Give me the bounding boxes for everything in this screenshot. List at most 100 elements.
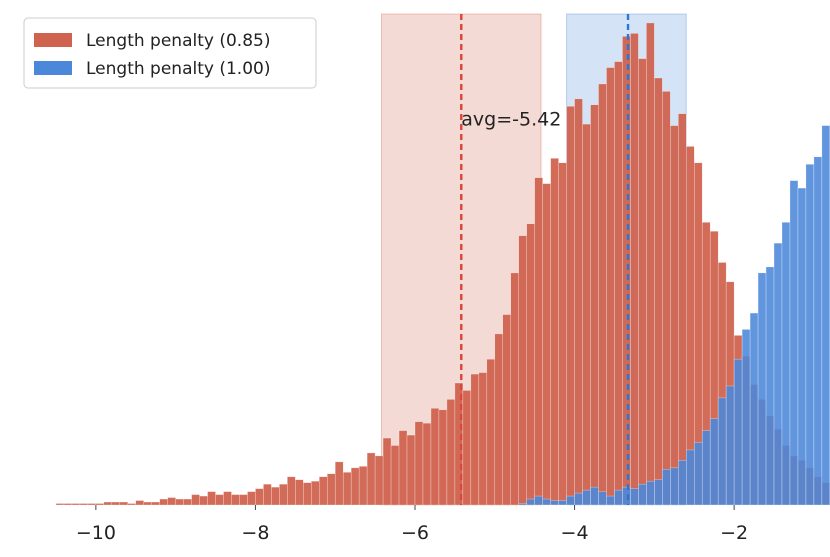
histogram-bar xyxy=(550,500,559,506)
histogram-bar xyxy=(127,503,137,506)
annotation-layer: avg=-5.42 xyxy=(461,109,561,131)
histogram-bar xyxy=(582,489,591,506)
histogram-bar xyxy=(646,22,655,506)
histogram-bar xyxy=(350,467,360,506)
histogram-bar xyxy=(326,473,336,506)
histogram-bar xyxy=(614,61,623,506)
histogram-bar xyxy=(765,266,775,506)
histogram-bar xyxy=(271,486,280,506)
histogram-bar xyxy=(789,180,799,506)
histogram-bar xyxy=(215,494,224,506)
histogram-bar xyxy=(733,358,743,506)
histogram-bar xyxy=(79,503,89,506)
legend-swatch-1 xyxy=(34,33,72,47)
histogram-bar xyxy=(430,408,440,506)
histogram-bar xyxy=(518,503,527,506)
series-2-bars xyxy=(518,122,830,506)
histogram-bar xyxy=(63,503,73,506)
histogram-bar xyxy=(590,104,599,506)
histogram-bar xyxy=(406,434,416,506)
histogram-bar xyxy=(749,312,759,506)
mean-lines-layer xyxy=(460,14,630,505)
histogram-bar xyxy=(678,113,687,506)
histogram-bar xyxy=(71,503,81,506)
histogram-bar xyxy=(670,467,679,506)
mean-annotation: avg=-5.42 xyxy=(461,109,561,131)
x-axis: −10 −8 −6 −4 −2 xyxy=(76,505,748,544)
histogram-bar xyxy=(303,482,312,506)
histogram-bar xyxy=(614,489,623,506)
histogram-bar xyxy=(566,105,575,506)
histogram-bar xyxy=(558,500,567,506)
histogram-bar xyxy=(159,498,168,506)
histogram-bar xyxy=(662,91,671,506)
histogram-bar xyxy=(295,479,304,506)
histogram-bar xyxy=(654,77,663,506)
histogram-bar xyxy=(654,479,663,506)
histogram-bar xyxy=(119,501,129,506)
histogram-bar xyxy=(55,503,65,506)
histogram-bar xyxy=(414,421,424,506)
histogram-bar xyxy=(366,452,376,506)
histogram-bar xyxy=(334,461,344,506)
legend: Length penalty (0.85) Length penalty (1.0… xyxy=(23,17,317,89)
histogram-bar xyxy=(693,442,703,506)
histogram-bar xyxy=(725,385,735,506)
histogram-bar xyxy=(239,494,248,506)
legend-swatch-2 xyxy=(34,61,72,75)
histogram-bar xyxy=(781,222,791,506)
histogram-bar xyxy=(279,483,288,506)
histogram-bars-layer xyxy=(55,22,830,506)
histogram-bar xyxy=(566,495,575,506)
histogram-bar xyxy=(183,498,192,506)
histogram-bar xyxy=(582,123,591,506)
histogram-bar xyxy=(438,409,448,506)
histogram-bar xyxy=(805,164,815,506)
x-tick-label: −8 xyxy=(241,522,269,544)
histogram-bar xyxy=(486,358,496,506)
histogram-bar xyxy=(821,125,830,506)
histogram-bar xyxy=(526,498,535,506)
histogram-bar xyxy=(574,98,583,506)
histogram-bar xyxy=(662,469,671,506)
histogram-bar xyxy=(534,177,543,506)
histogram-bar xyxy=(757,272,767,506)
histogram-bar xyxy=(510,272,519,506)
histogram-bar xyxy=(518,235,527,506)
histogram-bar xyxy=(199,495,208,506)
series-1-bars xyxy=(55,22,830,506)
histogram-bar xyxy=(542,183,551,506)
histogram-bar xyxy=(598,491,607,506)
histogram-bar xyxy=(638,483,647,506)
histogram-bar xyxy=(287,476,296,506)
histogram-bar xyxy=(701,430,711,506)
histogram-bar xyxy=(103,501,113,506)
x-tick-label: −4 xyxy=(561,522,589,544)
histogram-bar xyxy=(382,437,392,506)
histogram-bar xyxy=(590,486,599,506)
histogram-bar xyxy=(255,488,264,506)
histogram-bar xyxy=(574,492,583,506)
histogram-bar xyxy=(358,466,368,506)
histogram-bar xyxy=(151,501,160,506)
histogram-bar xyxy=(111,501,121,506)
histogram-bar xyxy=(606,67,615,506)
histogram-bar xyxy=(813,156,823,506)
histogram-bar xyxy=(526,223,535,506)
histogram-bar xyxy=(143,501,152,506)
histogram-bar xyxy=(709,418,719,506)
histogram-bar xyxy=(598,83,607,506)
histogram-bar xyxy=(646,480,655,506)
histogram-bar xyxy=(87,503,97,506)
histogram-bar xyxy=(797,187,807,506)
legend-box xyxy=(23,17,317,89)
histogram-bar xyxy=(470,373,480,506)
histogram-bar xyxy=(534,495,543,506)
histogram-bar xyxy=(207,491,216,506)
histogram-bar xyxy=(263,483,272,506)
histogram-bar xyxy=(446,399,456,506)
histogram-bar xyxy=(398,430,408,506)
histogram-bar xyxy=(494,333,504,506)
histogram-bar xyxy=(630,33,639,506)
x-tick-label: −2 xyxy=(720,522,748,544)
